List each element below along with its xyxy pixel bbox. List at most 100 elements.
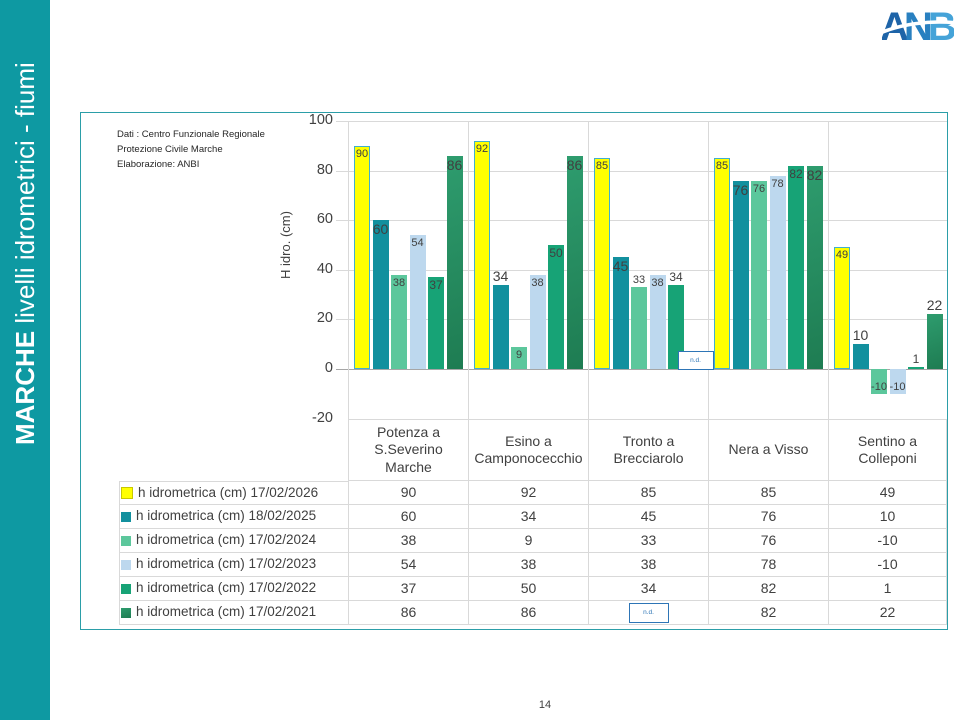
bar-value-label: 37 <box>429 278 443 293</box>
source-note-line: Protezione Civile Marche <box>117 144 223 156</box>
table-row-label: h idrometrica (cm) 17/02/2021 <box>119 601 348 625</box>
table-cell-6-1: 86 <box>348 601 468 625</box>
bar-value-label: 38 <box>531 276 544 289</box>
svg-text:ANBI: ANBI <box>882 5 954 48</box>
bar-value-label: 86 <box>566 156 583 173</box>
sidebar: MARCHE livelli idrometrici - fiumi <box>0 0 50 720</box>
table-cell-6-5: 22 <box>828 601 947 625</box>
legend-label: h idrometrica (cm) 17/02/2024 <box>136 532 317 548</box>
table-row-label: h idrometrica (cm) 17/02/2022 <box>119 577 348 601</box>
legend-swatch <box>121 535 131 546</box>
table-cell-4-2: 38 <box>468 553 588 577</box>
table-cell-6-3: n.d. <box>588 601 708 625</box>
bar-2-1 <box>372 220 389 369</box>
bar-6-2 <box>566 155 583 369</box>
table-header-1: Potenza a S.Severino Marche <box>348 419 468 481</box>
bar-value-label: 22 <box>926 297 943 314</box>
table-cell-2-5: 10 <box>828 505 947 529</box>
bar-value-label: 82 <box>789 166 803 181</box>
table-header-3: Tronto a Brecciarolo <box>588 419 708 481</box>
bar-value-label: 86 <box>446 156 463 173</box>
table-cell-5-4: 82 <box>708 577 828 601</box>
bar-value-label: -10 <box>889 380 906 393</box>
y-tick-label: 40 <box>316 260 333 277</box>
missing-value-box: n.d. <box>628 602 669 623</box>
missing-value-box: n.d. <box>677 351 714 370</box>
bar-5-2 <box>548 245 564 369</box>
table-cell-5-2: 50 <box>468 577 588 601</box>
y-tick-label: 0 <box>324 360 333 376</box>
bar-6-4 <box>806 165 823 369</box>
table-cell-1-4: 85 <box>708 481 828 505</box>
bar-2-4 <box>732 180 749 369</box>
logo-swoosh-icon <box>877 20 959 36</box>
bar-3-5 <box>871 369 887 394</box>
legend-swatch <box>121 511 131 522</box>
table-cell-5-5: 1 <box>828 577 947 601</box>
bar-6-1 <box>446 155 463 369</box>
table-cell-5-3: 34 <box>588 577 708 601</box>
table-cell-4-4: 78 <box>708 553 828 577</box>
y-axis-title: H idro. (cm) <box>278 211 293 279</box>
sidebar-subtitle-label: livelli idrometrici - fiumi <box>10 62 40 331</box>
bar-value-label: 33 <box>632 274 646 287</box>
gridline-x <box>828 121 829 419</box>
table-cell-4-3: 38 <box>588 553 708 577</box>
bar-3-3 <box>631 287 647 369</box>
legend-swatch <box>121 559 131 570</box>
table-row-label: h idrometrica (cm) 18/02/2025 <box>119 505 348 529</box>
table-cell-4-5: -10 <box>828 553 947 577</box>
table-cell-3-4: 76 <box>708 529 828 553</box>
gridline-x <box>588 121 589 419</box>
anbi-logo-icon: ANBI <box>877 5 960 49</box>
table-cell-6-4: 82 <box>708 601 828 625</box>
bar-value-label: 78 <box>771 177 784 190</box>
bar-value-label: 92 <box>475 142 489 155</box>
bar-4-3 <box>649 274 666 369</box>
bar-2-2 <box>492 284 509 369</box>
table-header-2: Esino a Camponocecchio <box>468 419 588 481</box>
table-cell-3-5: -10 <box>828 529 947 553</box>
legend-label: h idrometrica (cm) 17/02/2022 <box>136 580 317 596</box>
table-cell-1-5: 49 <box>828 481 947 505</box>
table-header-4: Nera a Visso <box>708 419 828 481</box>
bar-2-5 <box>852 344 869 369</box>
bar-5-1 <box>428 277 444 369</box>
gridline-y-40 <box>336 269 947 271</box>
gridline-x <box>348 121 349 419</box>
legend-swatch <box>121 583 131 594</box>
sidebar-title: MARCHE livelli idrometrici - fiumi <box>0 15 50 445</box>
gridline-y-60 <box>336 220 947 222</box>
bar-value-label: 38 <box>651 276 664 289</box>
bar-value-label: 60 <box>372 221 389 238</box>
gridline-y-80 <box>336 170 947 172</box>
source-note-line: Elaborazione: ANBI <box>117 159 200 171</box>
bar-value-label: 34 <box>492 267 509 284</box>
table-row-label: h idrometrica (cm) 17/02/2023 <box>119 553 348 577</box>
bar-value-label: 76 <box>752 182 766 195</box>
gridline-x <box>468 121 469 419</box>
table-cell-3-1: 38 <box>348 529 468 553</box>
gridline-y-0 <box>336 369 947 370</box>
bar-value-label: 76 <box>732 181 749 198</box>
bar-5-5 <box>908 366 924 369</box>
legend-label: h idrometrica (cm) 17/02/2023 <box>136 556 317 572</box>
bar-value-label: -10 <box>871 380 887 393</box>
table-cell-1-3: 85 <box>588 481 708 505</box>
table-cell-2-2: 34 <box>468 505 588 529</box>
chart-card: Dati : Centro Funzionale Regionale Prote… <box>80 112 948 630</box>
table-row-label: h idrometrica (cm) 17/02/2024 <box>119 529 348 553</box>
bar-value-label: 54 <box>411 237 424 250</box>
table-row-label: h idrometrica (cm) 17/02/2026 <box>119 481 348 505</box>
gridline-x <box>708 121 709 419</box>
sidebar-region-label: MARCHE <box>10 330 40 445</box>
bar-value-label: 10 <box>852 327 869 344</box>
table-cell-1-1: 90 <box>348 481 468 505</box>
legend-swatch <box>121 487 133 499</box>
table-cell-1-2: 92 <box>468 481 588 505</box>
gridline-y-100 <box>336 121 947 122</box>
legend-label: h idrometrica (cm) 17/02/2021 <box>136 604 317 620</box>
table-header-5: Sentino a Colleponi <box>828 419 947 481</box>
bar-value-label: 1 <box>912 351 920 366</box>
bar-value-label: 85 <box>595 160 609 173</box>
